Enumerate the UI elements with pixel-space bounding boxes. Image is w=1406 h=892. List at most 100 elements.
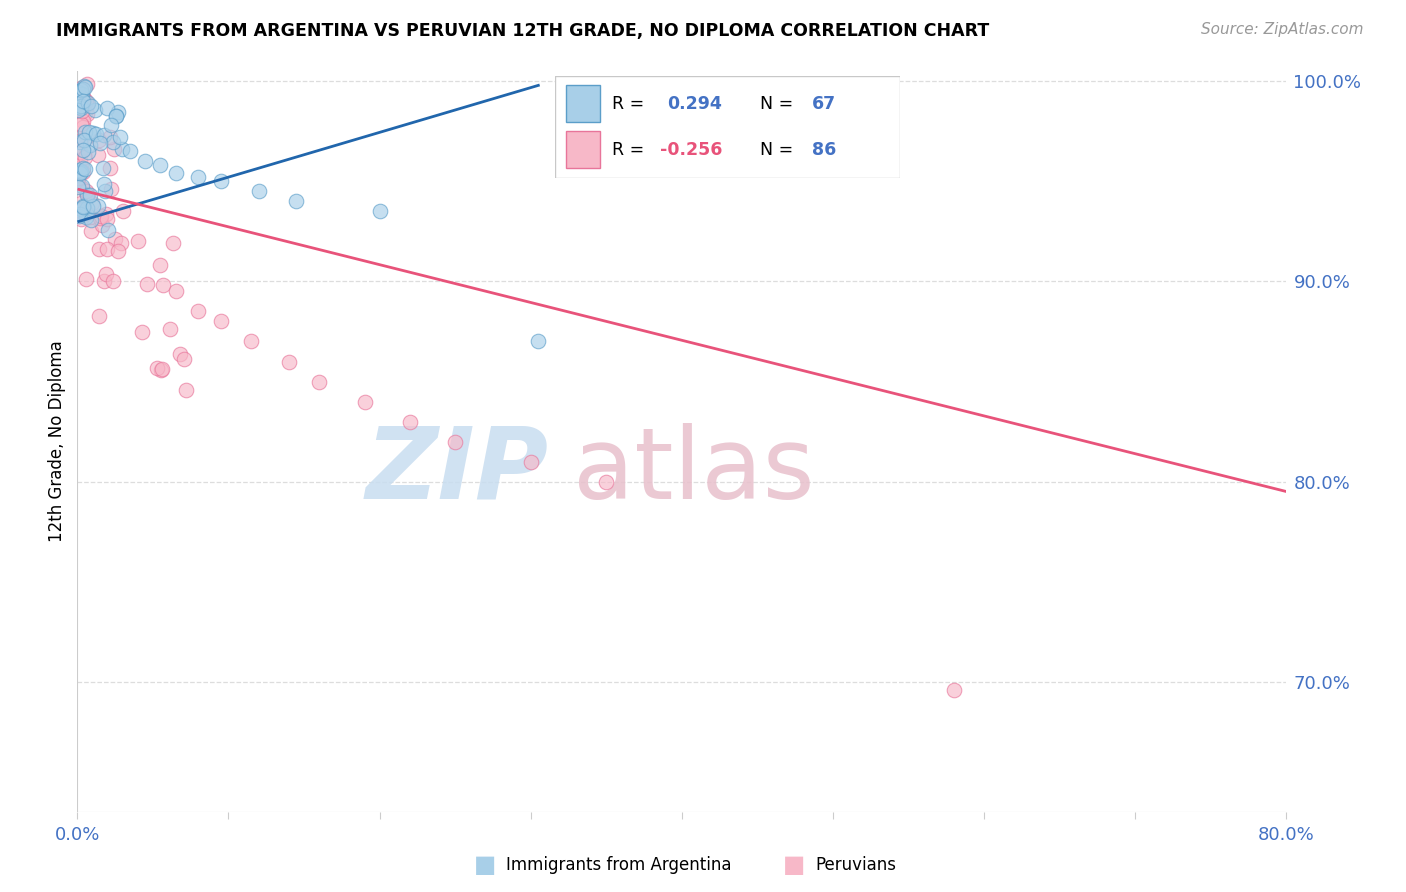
Point [70, 202, 93, 217]
Point [82, 199, 104, 213]
Point [69, 166, 91, 180]
Point [67, 90, 90, 104]
FancyBboxPatch shape [555, 76, 900, 178]
Point [165, 285, 187, 299]
Text: N =: N = [761, 95, 793, 112]
Point [96, 207, 118, 221]
Point [72, 199, 94, 213]
Point [90, 209, 112, 223]
Point [73, 133, 96, 147]
Text: atlas: atlas [574, 423, 814, 520]
Point [80, 99, 103, 113]
Point [134, 154, 156, 169]
Point [595, 475, 617, 489]
Point [76, 188, 98, 202]
Point [73, 92, 96, 106]
Point [80, 224, 103, 238]
Point [89, 133, 111, 147]
Point [100, 182, 122, 196]
Point [72, 200, 94, 214]
Text: 86: 86 [813, 141, 837, 159]
Point [169, 347, 191, 361]
Point [73, 125, 96, 139]
Point [67, 210, 90, 224]
Point [80, 196, 103, 211]
Point [73, 133, 96, 147]
Point [368, 204, 391, 219]
Point [96, 212, 118, 227]
Point [72, 143, 94, 157]
Point [70, 80, 93, 95]
Point [94, 184, 117, 198]
Point [136, 277, 159, 292]
Point [69, 153, 91, 168]
Y-axis label: 12th Grade, No Diploma: 12th Grade, No Diploma [48, 341, 66, 542]
Point [91, 161, 114, 175]
Point [73, 162, 96, 177]
Point [209, 174, 232, 188]
Point [173, 351, 195, 366]
Point [247, 185, 270, 199]
Point [89, 136, 111, 151]
Point [83, 103, 105, 117]
Point [70, 179, 93, 194]
Point [96, 242, 118, 256]
Point [70, 99, 93, 113]
Point [209, 314, 232, 328]
Text: Immigrants from Argentina: Immigrants from Argentina [506, 856, 731, 874]
Point [67, 176, 90, 190]
Point [111, 204, 134, 219]
Point [67, 103, 90, 117]
Point [67, 100, 90, 114]
Text: ■: ■ [783, 854, 806, 877]
Point [77, 96, 100, 111]
Point [70, 164, 93, 178]
Point [104, 232, 127, 246]
Point [89, 211, 111, 225]
Point [82, 126, 104, 140]
Text: ■: ■ [474, 854, 496, 877]
Point [162, 236, 184, 251]
Point [67, 180, 90, 194]
Point [120, 145, 142, 159]
Point [107, 244, 129, 259]
Point [152, 277, 174, 292]
Point [94, 267, 117, 281]
Point [72, 94, 94, 108]
Point [72, 181, 94, 195]
Point [399, 415, 422, 429]
Point [149, 363, 172, 377]
Point [72, 114, 94, 128]
Point [69, 212, 91, 227]
Text: Source: ZipAtlas.com: Source: ZipAtlas.com [1201, 22, 1364, 37]
Point [76, 98, 98, 112]
Point [76, 77, 98, 91]
Point [76, 97, 98, 112]
Point [159, 322, 181, 336]
Point [76, 186, 98, 201]
Point [87, 148, 110, 162]
Point [278, 354, 301, 368]
Point [87, 242, 110, 256]
Point [96, 101, 118, 115]
Point [105, 109, 128, 123]
Point [73, 79, 96, 94]
Text: 67: 67 [813, 95, 837, 112]
Point [87, 310, 110, 324]
Point [72, 161, 94, 175]
Point [70, 205, 93, 219]
Point [103, 142, 125, 156]
FancyBboxPatch shape [565, 85, 600, 122]
Point [67, 163, 90, 178]
Point [67, 170, 90, 185]
Point [187, 304, 209, 318]
Point [943, 682, 966, 697]
Point [79, 188, 101, 202]
Point [187, 170, 209, 185]
Point [70, 195, 93, 210]
Point [308, 375, 330, 389]
Point [285, 194, 308, 209]
Point [527, 334, 550, 349]
Point [353, 394, 375, 409]
Point [110, 235, 132, 250]
